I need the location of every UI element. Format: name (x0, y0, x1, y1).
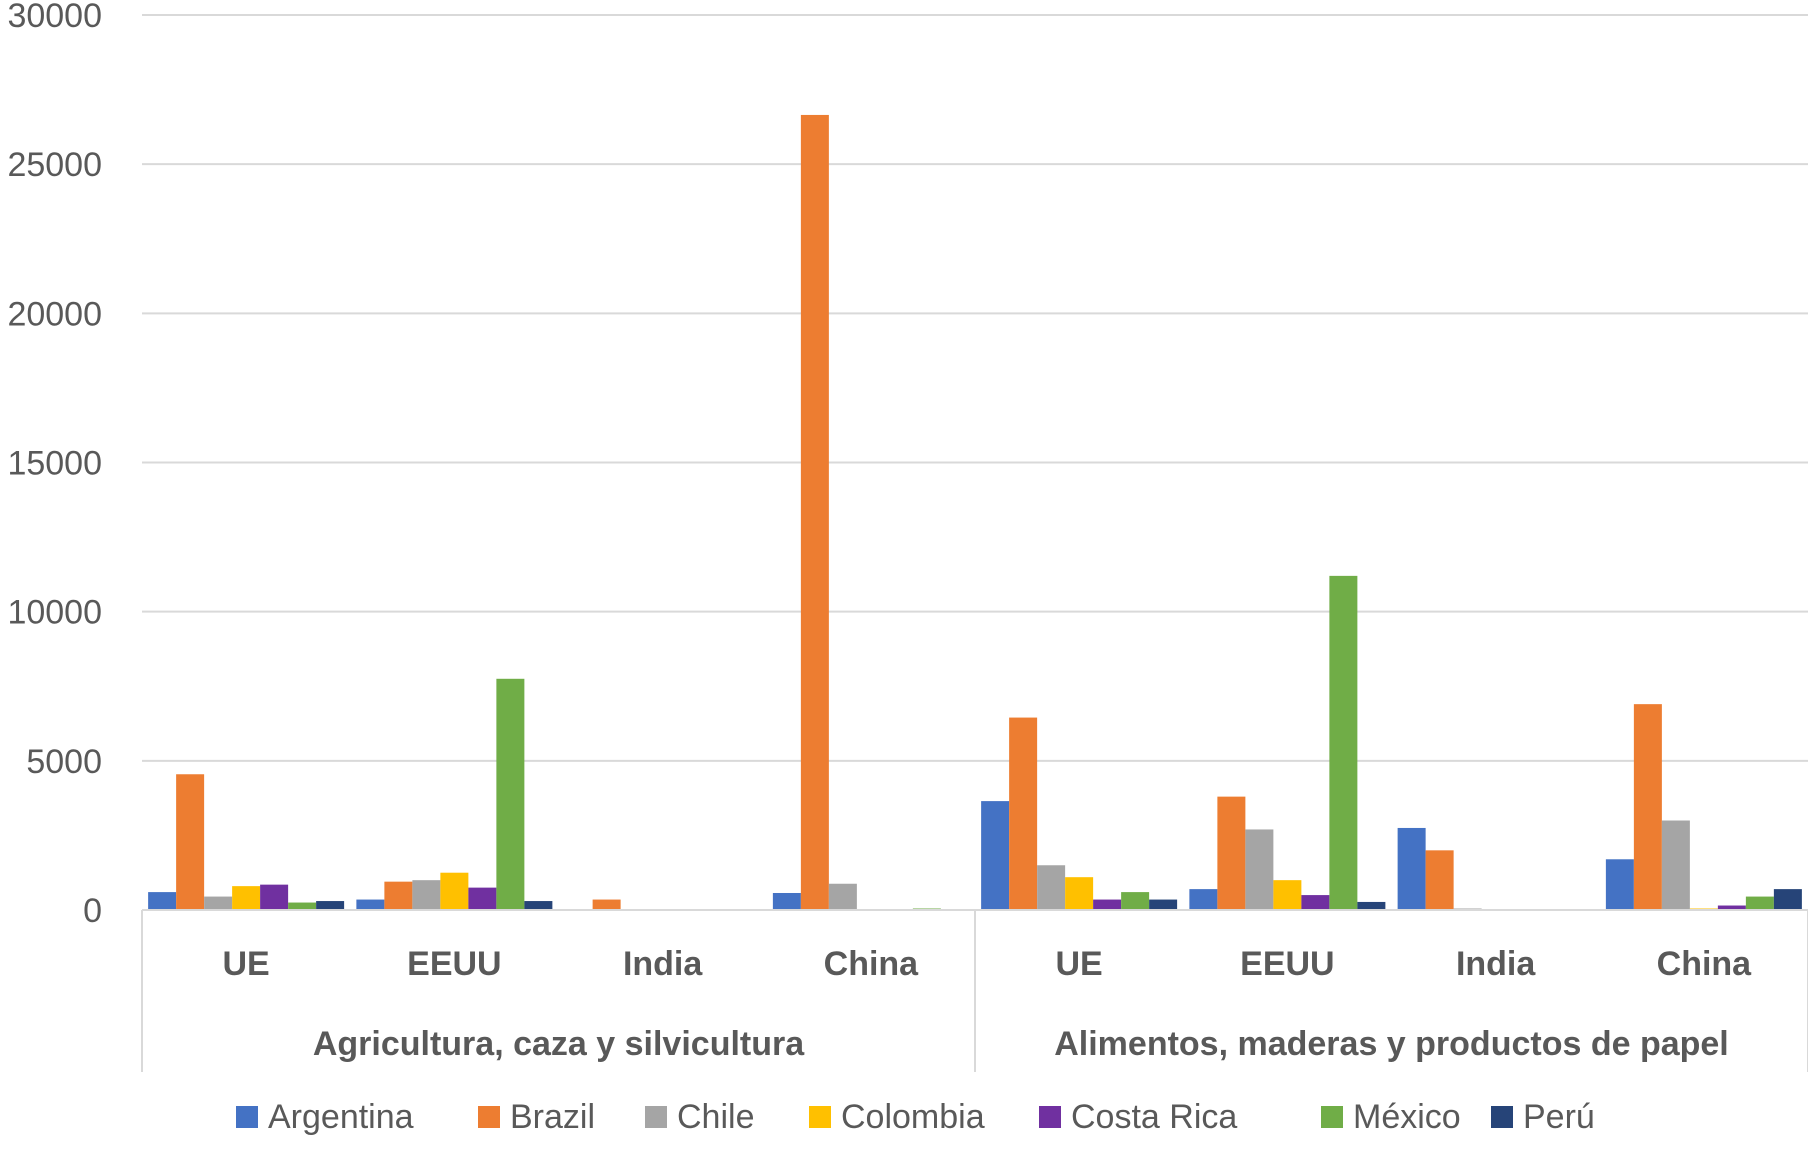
legend-swatch (1491, 1106, 1513, 1128)
legend-label: Argentina (268, 1098, 414, 1136)
bar-argentina-1 (356, 899, 385, 910)
bar-colombia-5 (1273, 880, 1302, 910)
bar-costa-rica-1 (468, 887, 497, 910)
group-label: Alimentos, maderas y productos de papel (1054, 1025, 1729, 1063)
bar-brazil-7 (1633, 704, 1662, 910)
x-axis (141, 909, 1808, 1072)
legend-label: Perú (1523, 1098, 1595, 1136)
bar-chile-5 (1245, 829, 1274, 910)
category-label: EEUU (407, 945, 501, 983)
legend: Argentina Brazil Chile Colombia Costa Rica Mé… (236, 1098, 1595, 1136)
bar-chile-3 (828, 883, 857, 910)
bar-brazil-4 (1009, 717, 1038, 910)
y-axis-ticks: 0 5000 10000 15000 20000 25000 30000 (7, 0, 102, 930)
bar-brazil-6 (1425, 850, 1454, 910)
y-tick-label: 25000 (7, 146, 102, 184)
legend-swatch (1039, 1106, 1061, 1128)
bar-brazil-5 (1217, 796, 1246, 910)
bar-perú-1 (524, 901, 553, 910)
legend-swatch (1321, 1106, 1343, 1128)
bars (148, 114, 1802, 911)
legend-swatch (236, 1106, 258, 1128)
gridlines (142, 14, 1808, 762)
bar-argentina-4 (981, 801, 1010, 910)
bar-argentina-0 (148, 892, 177, 910)
y-tick-label: 30000 (7, 0, 102, 35)
bar-perú-4 (1149, 899, 1178, 910)
category-label: EEUU (1240, 945, 1334, 983)
category-label: China (824, 945, 920, 983)
bar-brazil-1 (384, 881, 413, 910)
bar-chile-0 (204, 896, 233, 910)
y-tick-label: 15000 (7, 445, 102, 483)
category-label: China (1657, 945, 1753, 983)
legend-label: Colombia (841, 1098, 985, 1136)
bar-méxico-0 (288, 902, 317, 910)
bar-chile-4 (1037, 865, 1066, 910)
bar-chile-7 (1661, 820, 1690, 910)
legend-label: México (1353, 1098, 1461, 1136)
bar-méxico-5 (1329, 575, 1358, 910)
bar-brazil-0 (176, 774, 205, 910)
bar-argentina-6 (1397, 827, 1426, 910)
bar-colombia-1 (440, 872, 469, 910)
legend-swatch (645, 1106, 667, 1128)
bar-chile-1 (412, 880, 441, 910)
legend-label: Costa Rica (1071, 1098, 1237, 1136)
legend-swatch (478, 1106, 500, 1128)
category-label: UE (1056, 945, 1103, 983)
bar-perú-5 (1357, 901, 1386, 910)
bar-costa-rica-7 (1717, 905, 1746, 910)
category-labels: UE EEUU India China Agricultura, caza y silv… (223, 945, 1753, 1063)
legend-swatch (809, 1106, 831, 1128)
group-label: Agricultura, caza y silvicultura (313, 1025, 805, 1063)
bar-argentina-3 (772, 892, 801, 910)
bar-colombia-4 (1065, 877, 1094, 910)
bar-colombia-0 (232, 886, 261, 910)
legend-label: Chile (677, 1098, 754, 1136)
y-tick-label: 0 (83, 892, 102, 930)
bar-costa-rica-4 (1093, 899, 1122, 910)
bar-perú-7 (1773, 889, 1802, 910)
legend-label: Brazil (510, 1098, 595, 1136)
category-label: India (623, 945, 703, 983)
bar-méxico-4 (1121, 892, 1150, 910)
bar-argentina-7 (1605, 859, 1634, 910)
bar-méxico-1 (496, 678, 525, 910)
bar-perú-0 (316, 901, 345, 910)
bar-brazil-2 (592, 899, 621, 910)
bar-costa-rica-0 (260, 884, 289, 910)
category-label: India (1456, 945, 1536, 983)
bar-costa-rica-5 (1301, 895, 1330, 910)
y-tick-label: 20000 (7, 295, 102, 333)
y-tick-label: 5000 (26, 743, 102, 781)
y-tick-label: 10000 (7, 594, 102, 632)
bar-argentina-5 (1189, 889, 1218, 910)
bar-brazil-3 (800, 114, 829, 911)
bar-méxico-7 (1745, 896, 1774, 910)
category-label: UE (223, 945, 270, 983)
